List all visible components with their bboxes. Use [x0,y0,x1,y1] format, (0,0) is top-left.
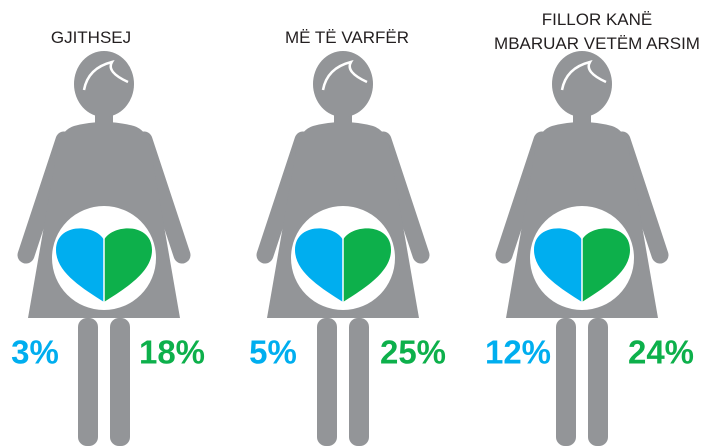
right-percent: 25% [380,334,446,371]
panel-title: MBARUAR VETËM ARSIM [494,34,700,53]
left-percent: 5% [249,334,297,371]
left-percent: 12% [485,334,551,371]
right-percent: 18% [139,334,205,371]
woman-icon [265,51,421,446]
woman-icon [504,51,660,446]
left-percent: 3% [11,334,59,371]
panel-title: GJITHSEJ [51,28,131,47]
right-percent: 24% [628,334,694,371]
panel-title: MË TË VARFËR [285,28,409,47]
panel-title: FILLOR KANË [542,10,653,29]
woman-icon [26,51,182,446]
